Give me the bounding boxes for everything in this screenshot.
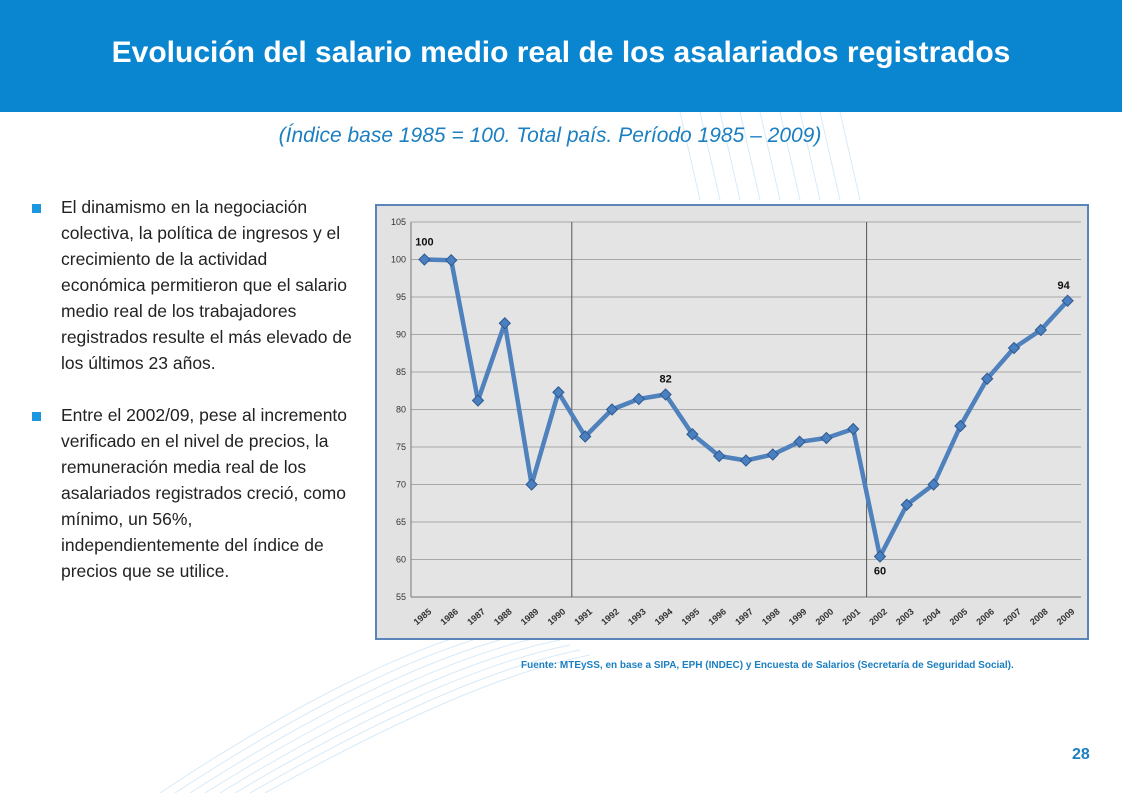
chart-svg: 55 60 65 70 75 80 85 90 95 100 105 1985 1986 1987 1988… <box>391 217 1081 627</box>
bullet-square-icon <box>32 204 41 213</box>
bullet-text: Entre el 2002/09, pese al incremento ver… <box>61 405 348 581</box>
x-tick-label: 1985 <box>412 606 434 627</box>
bullet-text: El dinamismo en la negociación colectiva… <box>61 197 352 373</box>
data-point <box>605 403 619 416</box>
bullet-item: El dinamismo en la negociación colectiva… <box>30 194 355 376</box>
data-point <box>686 428 699 441</box>
data-point <box>954 419 967 433</box>
x-tick-label: 1990 <box>546 606 568 627</box>
x-tick-label: 1993 <box>626 606 648 627</box>
data-point <box>498 317 512 330</box>
y-tick-label: 95 <box>396 292 406 302</box>
slide-subtitle: (Índice base 1985 = 100. Total país. Per… <box>278 124 822 147</box>
y-tick-label: 60 <box>396 555 406 565</box>
y-tick-label: 70 <box>396 480 406 490</box>
data-point <box>659 388 672 401</box>
data-label: 82 <box>659 374 671 386</box>
data-point <box>793 435 806 448</box>
data-point <box>820 431 833 445</box>
x-tick-label: 1999 <box>787 606 809 627</box>
data-point <box>1034 323 1048 337</box>
data-label: 60 <box>874 566 886 578</box>
data-point <box>632 392 646 406</box>
x-tick-label: 1988 <box>492 606 514 627</box>
data-point <box>578 430 592 443</box>
x-tick-label: 2002 <box>867 606 889 627</box>
data-point <box>766 448 780 461</box>
y-tick-label: 90 <box>396 330 406 340</box>
data-point <box>712 449 726 463</box>
data-point <box>471 394 485 407</box>
slide-title: Evolución del salario medio real de los … <box>111 36 1011 69</box>
page-number: 28 <box>1072 746 1090 763</box>
data-point <box>980 372 994 385</box>
x-tick-label: 2009 <box>1055 606 1077 627</box>
data-point <box>525 478 538 491</box>
bullet-list: El dinamismo en la negociación colectiva… <box>30 194 355 610</box>
x-tick-label: 2003 <box>894 606 916 627</box>
x-tick-label: 1986 <box>438 606 460 627</box>
data-label: 100 <box>415 237 433 249</box>
line-chart: 55 60 65 70 75 80 85 90 95 100 105 1985 1986 1987 1988… <box>375 204 1089 640</box>
data-point <box>1061 294 1074 307</box>
x-tick-label: 1996 <box>706 606 728 627</box>
x-tick-label: 1992 <box>599 606 621 627</box>
source-note: Fuente: MTEySS, en base a SIPA, EPH (IND… <box>521 660 1014 671</box>
x-tick-label: 1991 <box>572 606 594 627</box>
y-tick-label: 80 <box>396 405 406 415</box>
x-tick-label: 1995 <box>680 606 702 627</box>
x-tick-label: 2004 <box>921 606 943 627</box>
y-tick-label: 105 <box>391 217 406 227</box>
x-tick-label: 2000 <box>814 606 836 627</box>
data-point <box>927 478 940 491</box>
bullet-square-icon <box>32 412 41 421</box>
data-point <box>418 253 431 266</box>
header-bar: Evolución del salario medio real de los … <box>0 0 1122 112</box>
x-tick-label: 1989 <box>519 606 541 627</box>
y-tick-label: 65 <box>396 517 406 527</box>
data-label: 94 <box>1057 280 1070 292</box>
x-tick-label: 1987 <box>465 606 487 627</box>
data-point <box>1007 341 1021 355</box>
y-tick-label: 85 <box>396 367 406 377</box>
data-point <box>739 454 753 467</box>
data-point <box>900 498 914 511</box>
x-tick-label: 2008 <box>1028 606 1050 627</box>
x-tick-label: 2007 <box>1001 606 1023 627</box>
bullet-item: Entre el 2002/09, pese al incremento ver… <box>30 402 355 584</box>
data-point <box>444 254 458 267</box>
data-point <box>873 550 887 563</box>
x-tick-label: 1998 <box>760 606 782 627</box>
x-tick-label: 1994 <box>653 606 675 627</box>
y-tick-label: 55 <box>396 592 406 602</box>
x-tick-label: 2005 <box>948 606 970 627</box>
x-tick-label: 1997 <box>733 606 755 627</box>
y-tick-label: 75 <box>396 442 406 452</box>
x-tick-label: 2001 <box>840 606 862 627</box>
data-point <box>846 422 860 436</box>
y-tick-label: 100 <box>391 255 406 265</box>
data-point <box>552 386 565 399</box>
x-tick-label: 2006 <box>974 606 996 627</box>
